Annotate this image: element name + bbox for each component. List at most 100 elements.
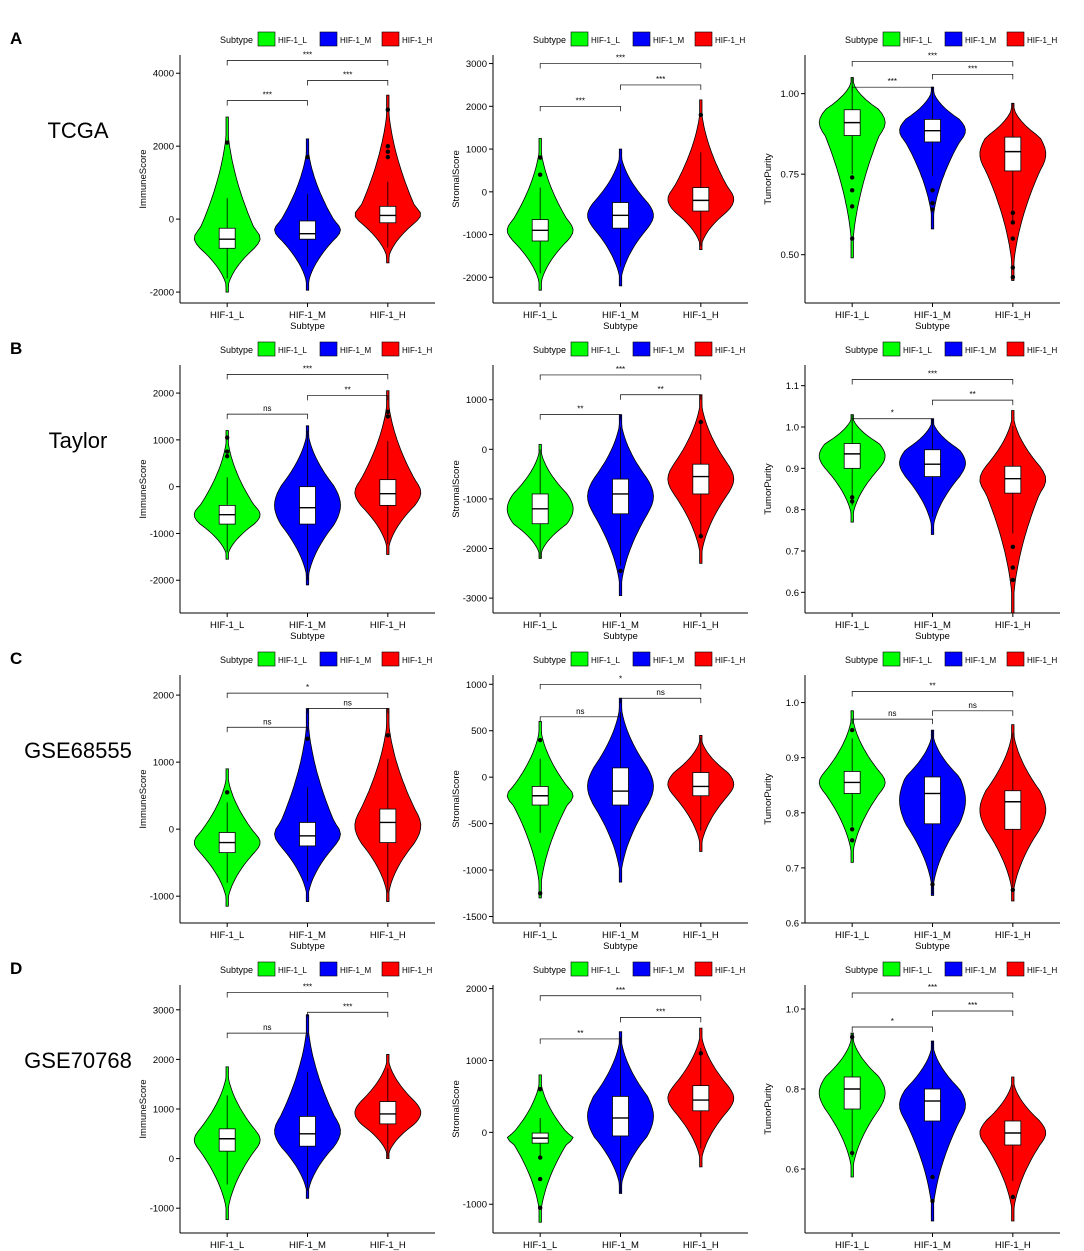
significance-bracket <box>851 86 933 93</box>
box-iqr <box>218 227 236 249</box>
x-tick-label: HIF-1_L <box>523 930 557 941</box>
legend-swatch-hif-1_h <box>381 961 400 977</box>
outlier-point <box>618 568 623 574</box>
y-tick-label: 0.50 <box>781 250 800 261</box>
y-tick-label: -2000 <box>150 576 174 587</box>
legend-title: Subtype <box>220 655 253 665</box>
x-axis-label: Subtype <box>915 631 950 642</box>
significance-label: ** <box>658 385 664 394</box>
outlier-point <box>385 143 391 149</box>
significance-bracket <box>539 995 702 1001</box>
chart-gse68555-immunescore: Subtype HIF-1_L HIF-1_M HIF-1_H -1000 0 1000 20… <box>138 651 435 952</box>
y-tick-label: -2000 <box>150 288 174 299</box>
significance-label: ns <box>656 688 664 697</box>
x-tick-label: HIF-1_M <box>602 310 639 321</box>
legend-label-hif-1_h: HIF-1_H <box>715 966 745 975</box>
legend-title: Subtype <box>533 35 566 45</box>
legend-title: Subtype <box>845 345 878 355</box>
box-iqr <box>379 1101 397 1125</box>
legend-swatch-hif-1_h <box>694 961 713 977</box>
legend-title: Subtype <box>533 965 566 975</box>
legend-swatch-hif-1_m <box>632 341 651 357</box>
x-tick-label: HIF-1_L <box>523 620 557 631</box>
significance-label: ** <box>970 390 976 399</box>
outlier-point <box>849 827 855 832</box>
y-tick-label: 2000 <box>153 389 174 400</box>
y-tick-label: 2000 <box>153 142 174 153</box>
y-tick-label: 0.6 <box>786 588 799 599</box>
y-axis-label: StromalScore <box>451 150 462 208</box>
y-tick-label: -3000 <box>463 594 487 605</box>
y-tick-label: 2000 <box>466 102 487 113</box>
x-tick-label: HIF-1_H <box>370 620 406 631</box>
significance-label: ns <box>263 717 271 726</box>
box-iqr <box>379 205 397 224</box>
outlier-point <box>224 140 230 145</box>
outlier-point <box>537 737 543 743</box>
significance-label: *** <box>928 983 937 992</box>
significance-label: *** <box>343 71 352 80</box>
legend-title: Subtype <box>533 655 566 665</box>
legend-swatch-hif-1_m <box>319 961 338 977</box>
outlier-point <box>930 207 935 212</box>
significance-label: *** <box>576 96 585 105</box>
significance-bracket <box>226 726 308 733</box>
x-tick-label: HIF-1_H <box>683 1240 719 1251</box>
legend-swatch-hif-1_h <box>1006 341 1025 357</box>
significance-bracket <box>539 105 621 112</box>
legend-label-hif-1_h: HIF-1_H <box>1027 966 1057 975</box>
y-tick-label: -1000 <box>463 1200 487 1211</box>
legend-label-hif-1_m: HIF-1_M <box>340 36 371 45</box>
y-axis-label: StromalScore <box>451 460 462 518</box>
legend-swatch-hif-1_l <box>570 31 589 47</box>
significance-label: ns <box>263 1023 271 1032</box>
outlier-point <box>1010 275 1016 280</box>
outlier-point <box>698 533 704 539</box>
legend-swatch-hif-1_m <box>944 651 963 667</box>
significance-label: *** <box>303 364 312 373</box>
legend-title: Subtype <box>845 655 878 665</box>
legend-swatch-hif-1_m <box>319 341 338 357</box>
x-axis-label: Subtype <box>603 321 638 332</box>
y-tick-label: 3000 <box>153 1005 174 1016</box>
significance-bracket <box>620 84 702 90</box>
significance-bracket <box>226 992 389 998</box>
legend-swatch-hif-1_h <box>694 651 713 667</box>
x-tick-label: HIF-1_L <box>210 1240 244 1251</box>
x-axis-label: Subtype <box>915 941 950 952</box>
x-tick-label: HIF-1_H <box>370 310 406 321</box>
legend-label-hif-1_h: HIF-1_H <box>1027 656 1057 665</box>
legend-label-hif-1_m: HIF-1_M <box>340 966 371 975</box>
legend-swatch-hif-1_l <box>570 341 589 357</box>
outlier-point <box>849 727 855 733</box>
legend-swatch-hif-1_h <box>1006 961 1025 977</box>
chart-gse70768-tumorpurity: Subtype HIF-1_L HIF-1_M HIF-1_H 0.6 0.8 1.0 Tum… <box>763 961 1060 1251</box>
significance-bracket <box>851 1026 933 1032</box>
legend-label-hif-1_l: HIF-1_L <box>591 36 620 45</box>
box-iqr <box>843 443 861 469</box>
significance-bracket <box>851 718 933 725</box>
box-iqr <box>924 1088 941 1122</box>
legend-label-hif-1_h: HIF-1_H <box>402 346 432 355</box>
y-tick-label: 0 <box>482 773 487 784</box>
legend-swatch-hif-1_l <box>882 341 901 357</box>
x-tick-label: HIF-1_M <box>914 620 951 631</box>
outlier-point <box>537 1087 543 1092</box>
legend-swatch-hif-1_m <box>944 961 963 977</box>
outlier-point <box>385 414 391 419</box>
significance-label: ns <box>343 699 351 708</box>
y-tick-label: 0.6 <box>786 1165 799 1176</box>
legend-swatch-hif-1_m <box>319 651 338 667</box>
significance-bracket <box>539 683 702 690</box>
legend-label-hif-1_m: HIF-1_M <box>653 36 684 45</box>
x-tick-label: HIF-1_M <box>602 930 639 941</box>
legend-label-hif-1_h: HIF-1_H <box>402 656 432 665</box>
outlier-point <box>1010 887 1016 893</box>
legend-label-hif-1_m: HIF-1_M <box>340 656 371 665</box>
x-tick-label: HIF-1_M <box>289 620 326 631</box>
box-iqr <box>692 187 710 212</box>
x-tick-label: HIF-1_H <box>995 1240 1031 1251</box>
legend-swatch-hif-1_h <box>381 341 400 357</box>
y-tick-label: 3000 <box>466 59 487 70</box>
